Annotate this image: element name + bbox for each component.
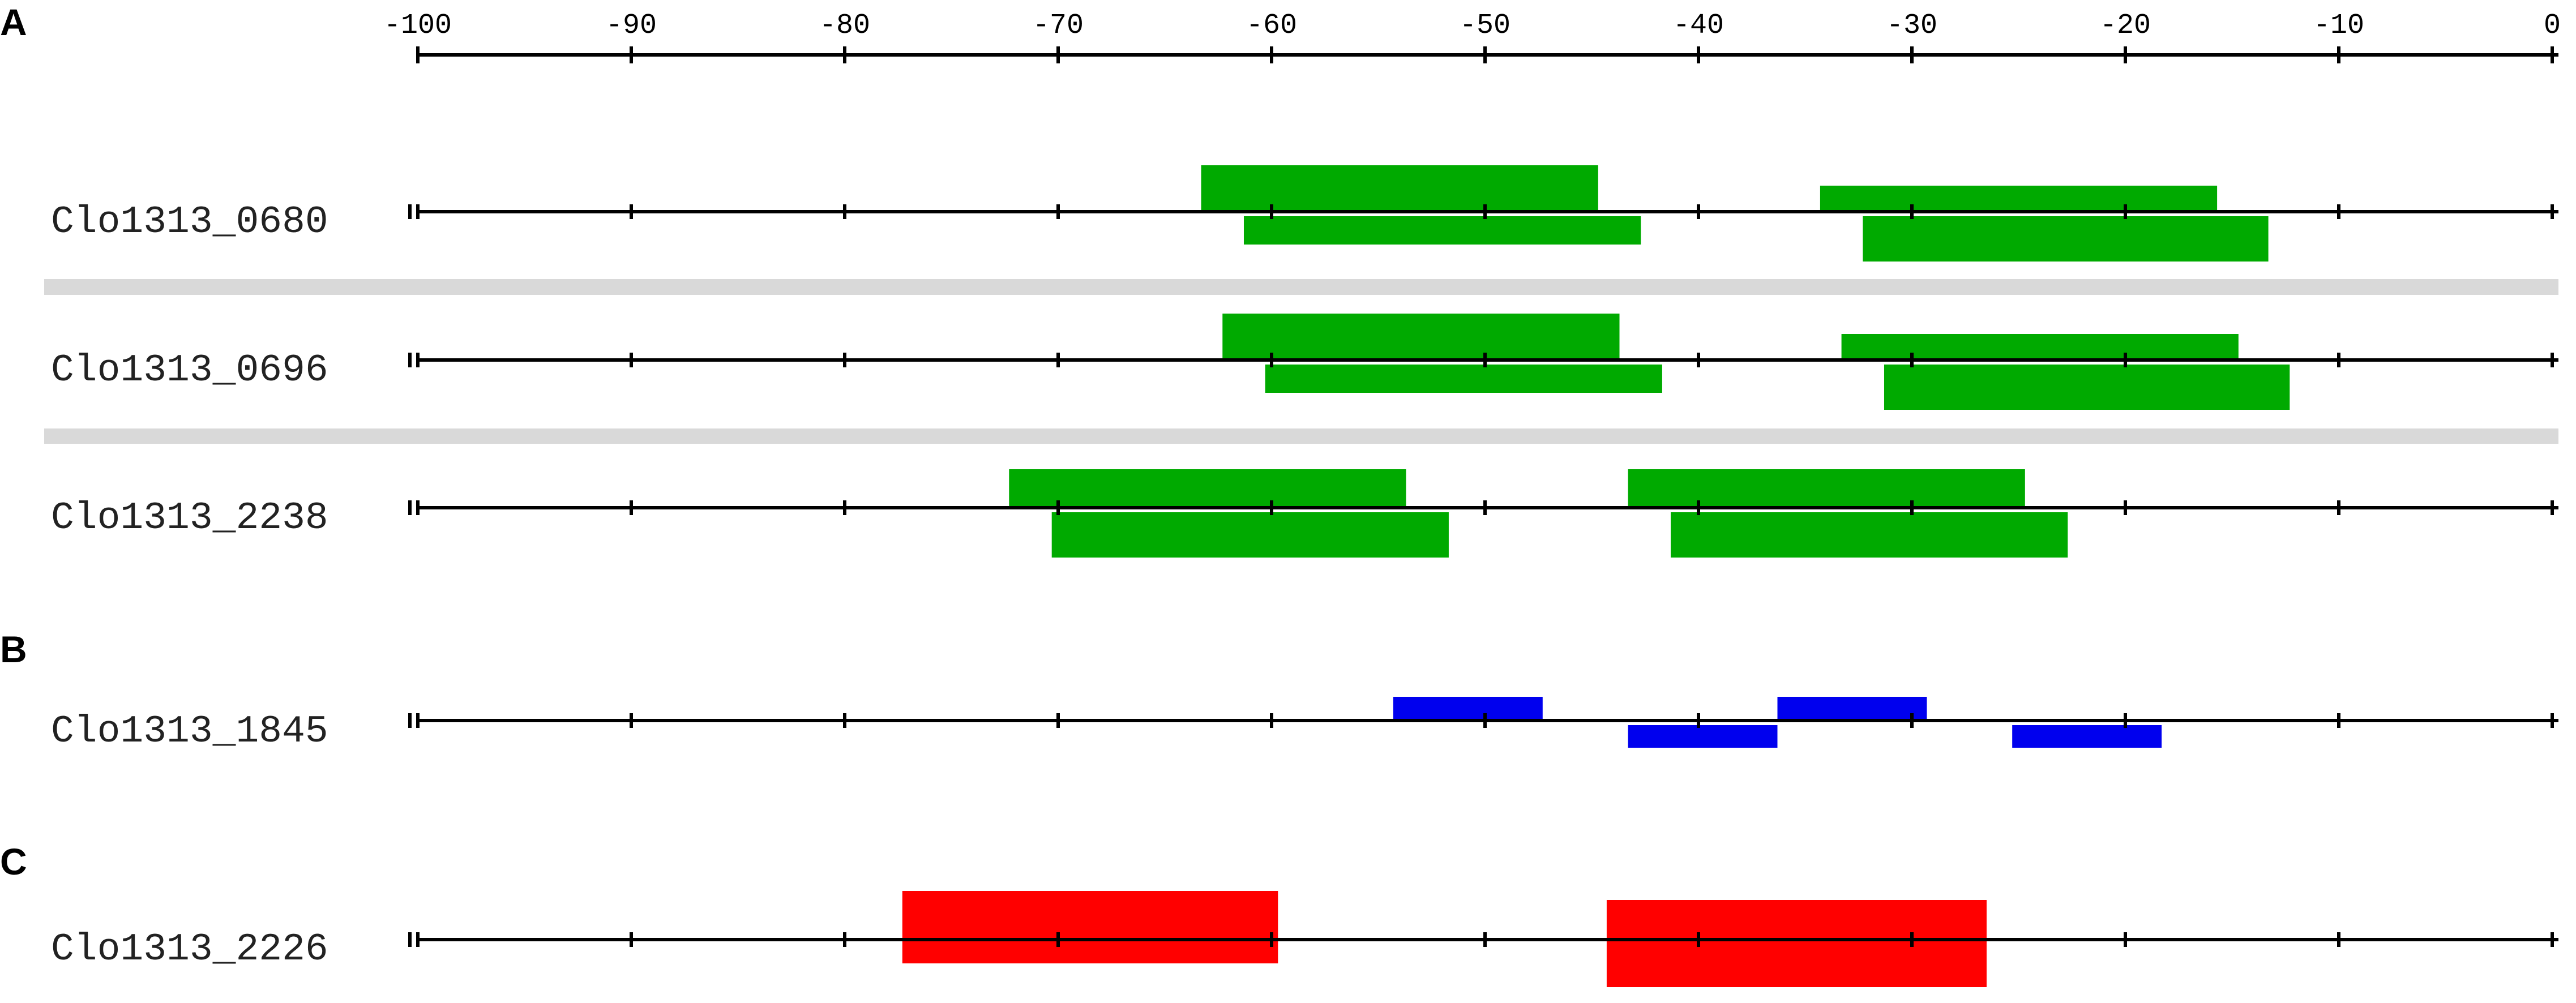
motif-box [2012,725,2162,748]
motif-box [1393,697,1543,719]
axis-tick-label: -70 [1033,10,1084,42]
gene-track [408,891,2558,987]
axis-ticks [416,46,2554,63]
motif-box [1841,334,2239,359]
motif-box [1820,186,2218,211]
axis-tick-label: -50 [1460,10,1510,42]
gene-label-clo1313-1845: Clo1313_1845 [51,710,328,753]
gene-track [408,165,2558,262]
motif-box [1243,216,1641,245]
motif-box [902,891,1278,963]
gene-track [408,314,2558,410]
motif-box [1222,314,1620,359]
axis-tick-label: -30 [1886,10,1937,42]
axis-tick-label: -20 [2100,10,2151,42]
separator-2 [44,428,2558,444]
axis-tick-label: -60 [1246,10,1297,42]
axis-tick-label: 0 [2544,10,2561,42]
gene-label-clo1313-0696: Clo1313_0696 [51,349,328,392]
position-axis: -100 -90 -80 -70 -60 -50 -40 -30 -20 -10 0 [384,10,2561,63]
motif-box [1628,725,1778,748]
axis-tick-label: -100 [384,10,452,42]
motif-box [1201,165,1598,211]
motif-box [1265,365,1662,393]
panel-letter-b: B [0,628,27,670]
motif-box [1863,216,2269,262]
axis-tick-label: -90 [606,10,657,42]
motif-box [1606,900,1987,987]
axis-tick-labels: -100 -90 -80 -70 -60 -50 -40 -30 -20 -10 0 [384,10,2561,42]
panel-letter-a: A [0,1,27,43]
tracks-layer [408,165,2558,987]
axis-tick-label: -40 [1673,10,1724,42]
motif-box [1051,512,1449,558]
motif-box [1009,469,1406,507]
gene-track [408,697,2558,748]
motif-box [1670,512,2068,558]
motif-box [1777,697,1927,719]
axis-tick-label: -80 [819,10,870,42]
separator-1 [44,279,2558,295]
gene-label-clo1313-0680: Clo1313_0680 [51,200,328,244]
axis-tick-label: -10 [2313,10,2364,42]
panel-letter-c: C [0,841,27,882]
motif-box [1884,365,2290,410]
gene-track [408,469,2558,558]
motif-box [1628,469,2025,507]
gene-label-clo1313-2238: Clo1313_2238 [51,496,328,540]
gene-label-clo1313-2226: Clo1313_2226 [51,928,328,971]
